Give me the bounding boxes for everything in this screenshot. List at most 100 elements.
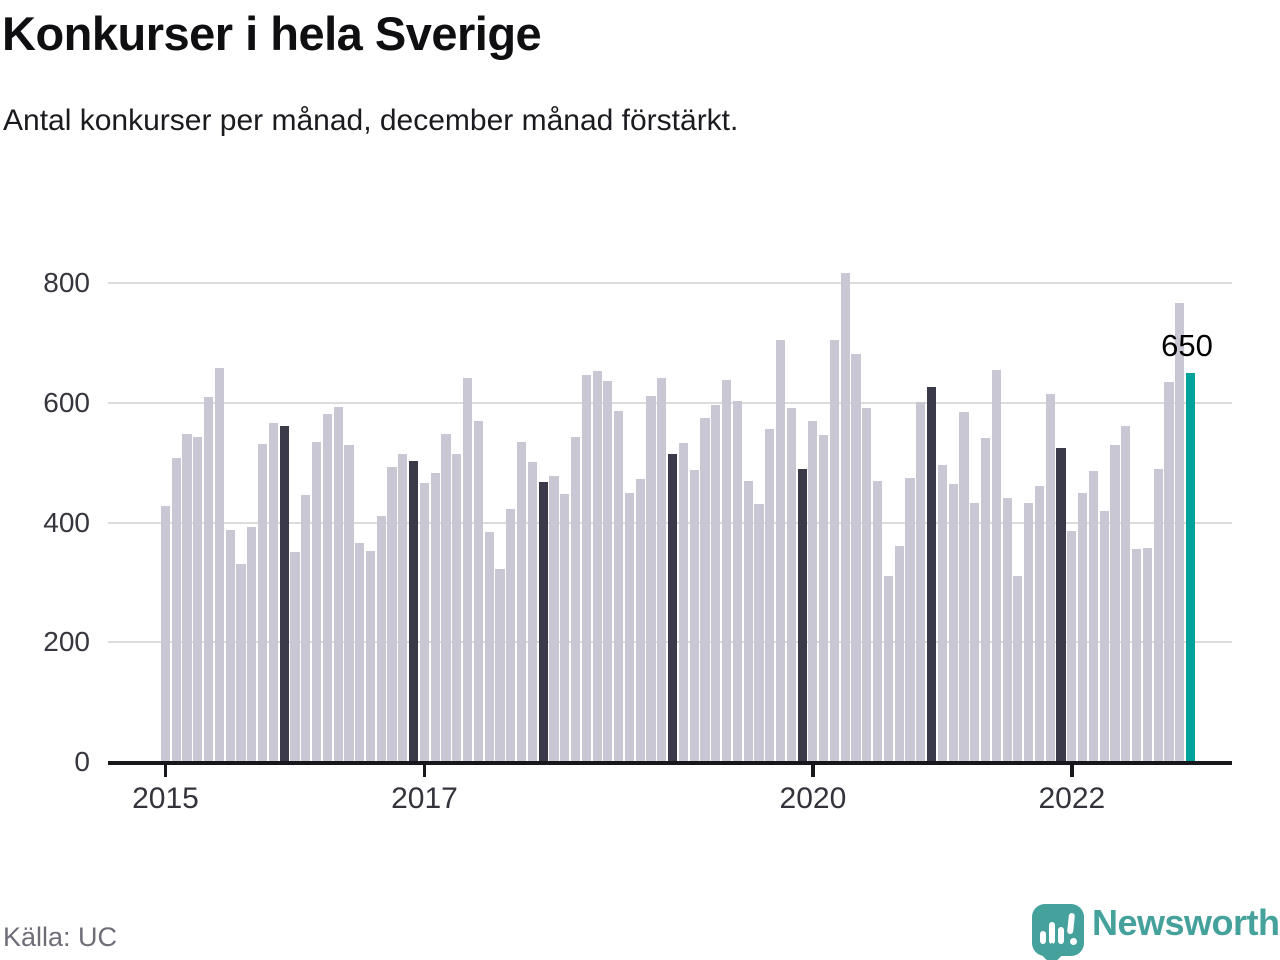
- bar-month: [1002, 497, 1012, 762]
- bar-month: [1121, 425, 1131, 762]
- bar-month: [1088, 471, 1099, 762]
- bar-month: [452, 454, 462, 762]
- y-axis-tick-label: 0: [74, 746, 90, 777]
- bar-month: [657, 377, 667, 762]
- bar-month: [301, 494, 311, 762]
- bar-month: [1175, 303, 1185, 762]
- bar-month: [721, 379, 732, 762]
- bar-month: [376, 515, 386, 762]
- bar-month: [268, 423, 278, 762]
- logo-bar-icon: [1049, 922, 1055, 944]
- bar-month: [236, 564, 246, 762]
- bar-month: [549, 475, 559, 762]
- bar-month: [603, 380, 613, 762]
- y-gridline-600: [108, 401, 1232, 404]
- bar-month: [732, 400, 742, 762]
- bar-month: [905, 477, 915, 762]
- value-annotation: 650: [1161, 328, 1213, 363]
- bar-month: [862, 408, 872, 762]
- bar-month: [171, 457, 181, 762]
- chart-title: Konkurser i hela Sverige: [2, 7, 542, 60]
- bar-month: [193, 437, 203, 762]
- bar-month: [160, 506, 171, 762]
- bar-month: [970, 502, 980, 762]
- newsworthy-bubble-icon: [1032, 904, 1084, 956]
- bar-month: [829, 339, 840, 762]
- bar-month: [980, 438, 991, 762]
- bar-month: [214, 368, 225, 762]
- bar-month: [991, 370, 1001, 762]
- bar-month: [1024, 503, 1034, 762]
- bar-month: [560, 494, 570, 762]
- x-axis-tick-label: 2020: [779, 782, 847, 815]
- bar-month: [344, 445, 354, 762]
- bar-month: [333, 406, 343, 762]
- bar-december: [409, 460, 419, 762]
- bar-month: [1099, 510, 1109, 762]
- bar-month: [635, 478, 645, 762]
- chart-subtitle: Antal konkurser per månad, december måna…: [3, 104, 739, 137]
- bar-december: [797, 468, 807, 762]
- bar-month: [592, 371, 602, 762]
- bar-month: [937, 465, 947, 762]
- bar-highlight-latest: [1185, 372, 1196, 762]
- y-axis-tick-label: 600: [43, 386, 90, 418]
- bar-month: [948, 484, 958, 762]
- bar-month: [1164, 381, 1174, 762]
- bar-december: [279, 426, 289, 762]
- bar-month: [290, 552, 300, 762]
- x-axis-tick-label: 2017: [391, 782, 458, 815]
- source-note: Källa: UC: [3, 922, 118, 952]
- bar-month: [419, 482, 430, 762]
- bar-month: [516, 442, 527, 762]
- bar-month: [484, 532, 494, 762]
- bar-month: [1078, 492, 1088, 762]
- brand-name: Newsworthy: [1092, 902, 1280, 943]
- bar-month: [473, 420, 483, 762]
- bar-december: [926, 386, 937, 762]
- bar-month: [247, 527, 257, 762]
- bar-december: [538, 482, 548, 762]
- x-axis-line: [108, 761, 1232, 765]
- bar-month: [1153, 468, 1163, 762]
- bar-month: [614, 411, 624, 762]
- bar-month: [883, 576, 894, 762]
- x-axis-tick: [811, 764, 815, 777]
- y-axis-tick-label: 800: [43, 267, 90, 298]
- x-axis-tick: [1070, 764, 1074, 777]
- bar-month: [570, 436, 581, 762]
- bar-month: [624, 492, 635, 762]
- x-axis-tick-label: 2022: [1038, 782, 1106, 815]
- bar-month: [916, 402, 926, 762]
- bar-december: [1056, 447, 1066, 762]
- y-axis-tick-label: 400: [43, 506, 90, 538]
- logo-exclamation-dot-icon: [1070, 938, 1077, 945]
- bar-month: [1013, 575, 1023, 762]
- logo-bar-icon: [1040, 931, 1046, 944]
- bar-month: [365, 550, 376, 762]
- bar-month: [894, 545, 904, 762]
- bar-month: [398, 453, 408, 762]
- bar-month: [840, 272, 850, 762]
- bar-month: [311, 442, 322, 762]
- logo-exclamation-icon: [1066, 912, 1076, 935]
- bar-month: [1034, 485, 1045, 762]
- bar-month: [1142, 548, 1152, 762]
- bar-month: [322, 413, 332, 762]
- bar-month: [646, 396, 656, 762]
- bar-month: [689, 470, 699, 762]
- bar-month: [581, 374, 591, 762]
- bar-month: [700, 418, 710, 762]
- bar-month: [1045, 394, 1055, 762]
- bar-month: [678, 442, 688, 762]
- x-axis-tick: [422, 764, 427, 777]
- y-axis-tick-label: 200: [43, 626, 90, 658]
- bar-month: [258, 444, 268, 762]
- bar-month: [1110, 444, 1120, 762]
- bar-month: [441, 433, 451, 762]
- bar-month: [786, 407, 796, 762]
- bar-month: [754, 503, 764, 762]
- bar-month: [463, 377, 473, 762]
